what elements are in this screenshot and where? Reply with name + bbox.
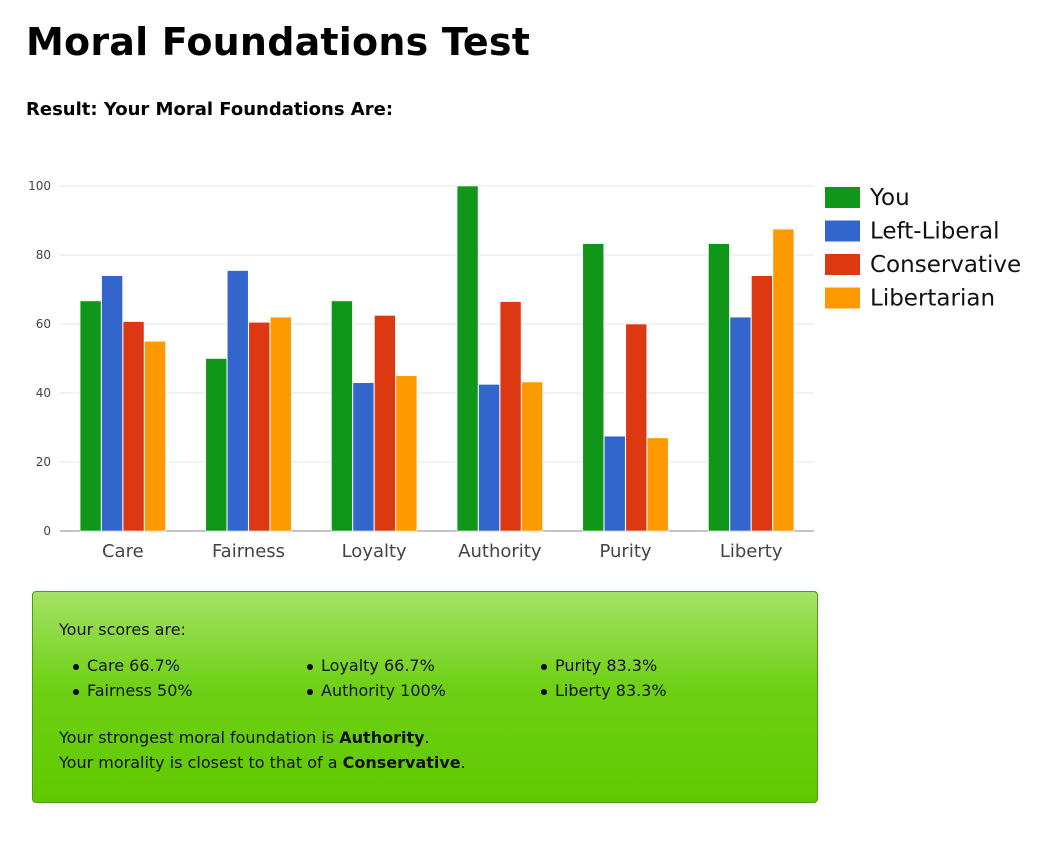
y-tick-label-60: 60 (36, 317, 51, 331)
closest-group-value: Conservative (342, 753, 461, 772)
legend-swatch-left-liberal (825, 220, 860, 242)
legend-label-left-liberal: Left-Liberal (870, 219, 999, 245)
legend-label-conservative: Conservative (870, 252, 1021, 278)
bar-liberty-left-liberal (729, 316, 752, 532)
strongest-foundation-value: Authority (339, 728, 425, 747)
strongest-prefix: Your strongest moral foundation is (59, 728, 340, 747)
bar-care-left-liberal (101, 275, 123, 532)
bar-authority-you (456, 185, 479, 532)
legend-swatch-libertarian (825, 287, 860, 309)
y-tick-label-100: 100 (28, 179, 51, 193)
score-item-care: Care 66.7% (73, 656, 307, 681)
bar-loyalty-libertarian (395, 375, 418, 532)
bar-care-conservative (122, 321, 145, 532)
closest-group-line: Your morality is closest to that of a Co… (59, 750, 466, 775)
bar-authority-libertarian (521, 381, 543, 532)
result-heading: Result: Your Moral Foundations Are: (26, 99, 394, 120)
y-tick-label-20: 20 (36, 455, 51, 469)
bar-loyalty-conservative (374, 315, 396, 532)
strongest-suffix: . (424, 728, 430, 747)
score-item-fairness: Fairness 50% (73, 681, 307, 706)
x-tick-label-purity: Purity (599, 541, 651, 562)
bar-liberty-libertarian (772, 228, 795, 532)
y-tick-label-0: 0 (43, 524, 51, 538)
legend-swatch-you (825, 187, 860, 208)
closest-suffix: . (460, 753, 466, 772)
bar-fairness-you (205, 358, 228, 532)
closest-prefix: Your morality is closest to that of a (59, 753, 343, 772)
score-item-loyalty: Loyalty 66.7% (307, 656, 541, 681)
score-item-authority: Authority 100% (307, 681, 541, 706)
scores-title: Your scores are: (59, 620, 186, 639)
bar-authority-conservative (499, 301, 522, 532)
legend-swatch-conservative (825, 254, 860, 275)
bar-care-libertarian (144, 340, 166, 532)
strongest-foundation-line: Your strongest moral foundation is Autho… (59, 725, 466, 750)
score-item-liberty: Liberty 83.3% (541, 681, 775, 706)
bar-fairness-left-liberal (226, 270, 249, 532)
summary-text: Your strongest moral foundation is Autho… (59, 725, 466, 775)
bar-loyalty-left-liberal (352, 382, 375, 532)
page-title: Moral Foundations Test (26, 20, 531, 64)
bar-purity-libertarian (646, 437, 669, 532)
bar-purity-conservative (625, 323, 648, 532)
bar-purity-left-liberal (603, 435, 626, 532)
bar-liberty-you (708, 243, 730, 532)
bar-authority-left-liberal (478, 384, 500, 532)
score-item-purity: Purity 83.3% (541, 656, 775, 681)
moral-foundations-bar-chart: 0 20 40 60 80 100 Care Fairness Loyalty Authority… (28, 179, 1021, 562)
bar-care-you (79, 300, 102, 532)
score-list: Care 66.7% Fairness 50% Loyalty 66.7% Au… (73, 656, 793, 706)
x-tick-label-care: Care (102, 541, 144, 562)
bar-fairness-conservative (248, 321, 271, 532)
legend-label-libertarian: Libertarian (870, 286, 995, 312)
result-summary-box: Your scores are: Care 66.7% Fairness 50%… (32, 591, 818, 803)
bar-loyalty-you (331, 300, 353, 532)
y-tick-label-80: 80 (36, 248, 51, 262)
x-tick-label-liberty: Liberty (720, 541, 783, 562)
bar-purity-you (582, 243, 605, 532)
legend-label-you: You (869, 185, 910, 211)
bar-fairness-libertarian (269, 316, 292, 532)
x-tick-label-authority: Authority (458, 541, 542, 562)
x-tick-label-loyalty: Loyalty (342, 541, 407, 562)
y-tick-label-40: 40 (36, 386, 51, 400)
bar-liberty-conservative (751, 275, 773, 532)
x-tick-label-fairness: Fairness (212, 541, 285, 562)
